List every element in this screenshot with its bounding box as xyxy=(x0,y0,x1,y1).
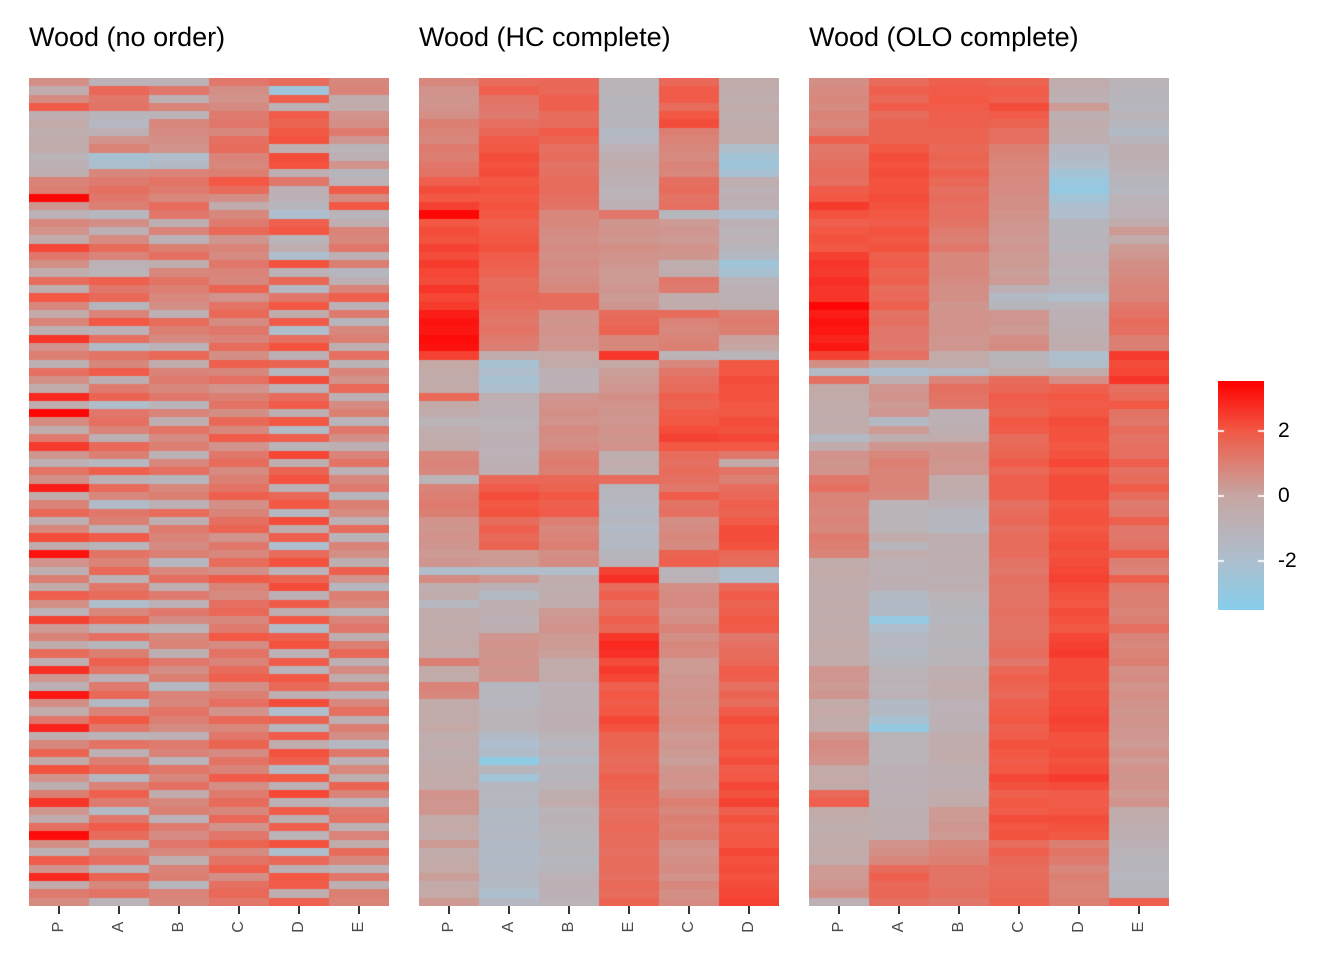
x-axis-tick xyxy=(1078,906,1080,914)
x-axis-tick xyxy=(958,906,960,914)
x-axis-label: A xyxy=(890,921,907,933)
x-axis-tick xyxy=(238,906,240,914)
x-axis-tick xyxy=(838,906,840,914)
panel-title: Wood (OLO complete) xyxy=(809,22,1079,52)
heatmap-canvas-no-order xyxy=(29,78,389,906)
x-axis-label: A xyxy=(500,921,517,933)
colorbar xyxy=(1218,381,1264,610)
x-axis-tick xyxy=(448,906,450,914)
x-axis-tick xyxy=(178,906,180,914)
x-axis-label: D xyxy=(1070,921,1087,933)
x-axis-tick xyxy=(628,906,630,914)
x-axis-label: P xyxy=(50,921,67,933)
x-axis-tick xyxy=(58,906,60,914)
x-axis-label: C xyxy=(230,921,247,933)
x-axis-label: B xyxy=(950,921,967,933)
x-axis-label: B xyxy=(560,921,577,933)
x-axis-tick xyxy=(1138,906,1140,914)
x-axis-tick xyxy=(358,906,360,914)
x-axis-label: B xyxy=(170,921,187,933)
x-axis-label: E xyxy=(1130,921,1147,933)
legend-tick-label: -2 xyxy=(1278,549,1297,572)
x-axis-label: P xyxy=(830,921,847,933)
panel-title: Wood (no order) xyxy=(29,22,226,52)
x-axis-tick xyxy=(1018,906,1020,914)
x-axis-label: D xyxy=(290,921,307,933)
heatmap-canvas-hc-complete xyxy=(419,78,779,906)
legend-tick-label: 2 xyxy=(1278,419,1290,442)
x-axis-label: C xyxy=(680,921,697,933)
x-axis-label: E xyxy=(620,921,637,933)
x-axis-tick xyxy=(118,906,120,914)
x-axis-label: E xyxy=(350,921,367,933)
heatmap-canvas-olo-complete xyxy=(809,78,1169,906)
legend-tick-label: 0 xyxy=(1278,484,1290,507)
x-axis-label: A xyxy=(110,921,127,933)
x-axis-tick xyxy=(898,906,900,914)
x-axis-tick xyxy=(688,906,690,914)
x-axis-tick xyxy=(298,906,300,914)
panel-no-order: Wood (no order) P A B C D E xyxy=(29,0,389,960)
x-axis-label: C xyxy=(1010,921,1027,933)
x-axis-label: D xyxy=(740,921,757,933)
panel-hc-complete: Wood (HC complete) P A B E C D xyxy=(419,0,779,960)
color-legend: 2 0 -2 xyxy=(1218,381,1344,621)
x-axis-tick xyxy=(748,906,750,914)
panel-title: Wood (HC complete) xyxy=(419,22,671,52)
x-axis-label: P xyxy=(440,921,457,933)
panel-olo-complete: Wood (OLO complete) P A B C D E xyxy=(809,0,1169,960)
x-axis-tick xyxy=(508,906,510,914)
x-axis-tick xyxy=(568,906,570,914)
